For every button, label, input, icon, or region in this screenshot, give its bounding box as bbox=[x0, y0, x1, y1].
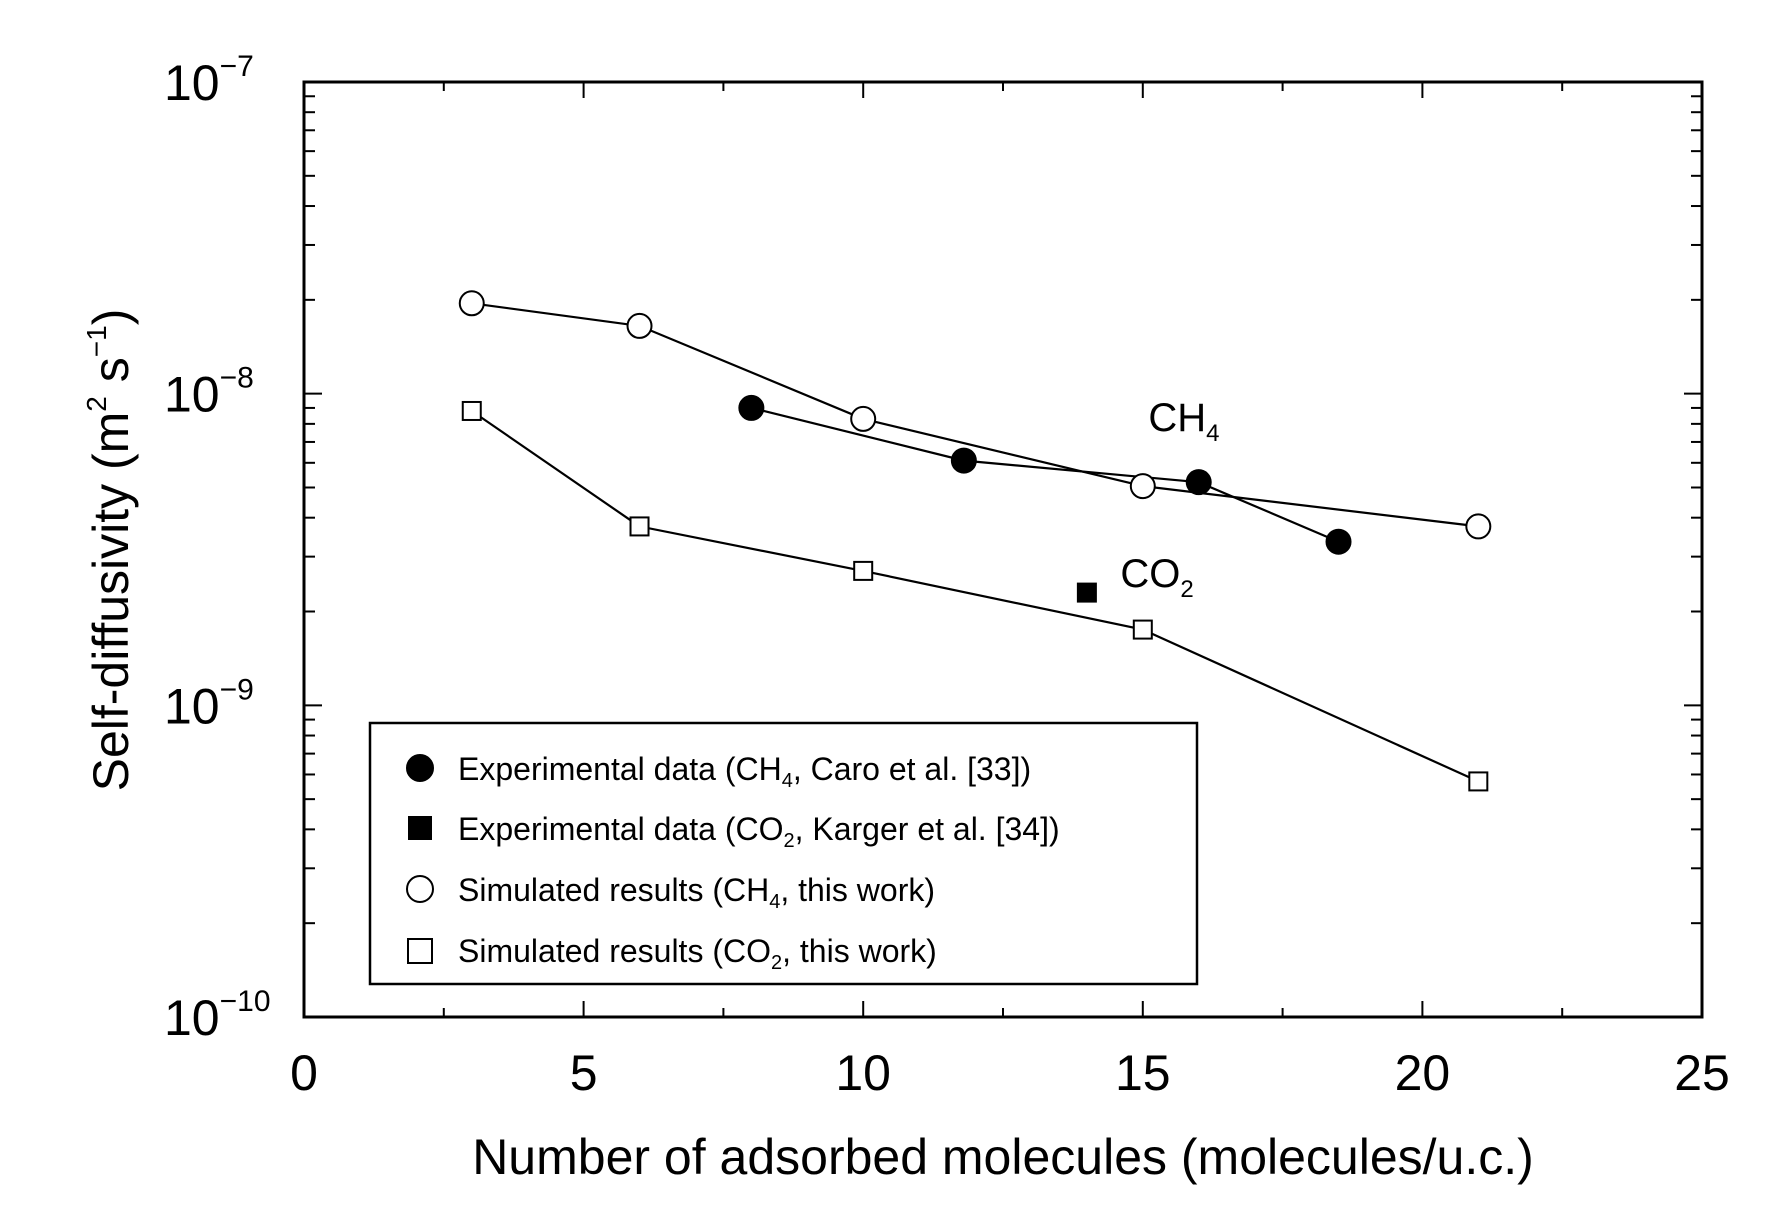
legend-marker-open-square bbox=[407, 938, 433, 964]
x-tick-label: 10 bbox=[835, 1045, 891, 1101]
x-tick-label: 15 bbox=[1115, 1045, 1171, 1101]
x-axis-title: Number of adsorbed molecules (molecules/… bbox=[472, 1129, 1534, 1185]
legend-label-experimental-ch4: Experimental data (CH4, Caro et al. [33]… bbox=[458, 751, 1031, 792]
series-markers bbox=[458, 290, 1492, 792]
y-tick-base: 10 bbox=[164, 990, 220, 1046]
point-experimental-co2 bbox=[1076, 582, 1097, 603]
legend-label-simulated-ch4: Simulated results (CH4, this work) bbox=[458, 872, 935, 913]
legend-label-experimental-co2: Experimental data (CO2, Karger et al. [3… bbox=[458, 811, 1060, 852]
y-tick-exponent: −7 bbox=[220, 50, 254, 83]
y-tick-base: 10 bbox=[164, 367, 220, 423]
annotation-ch4-text: CH4 bbox=[1148, 396, 1219, 447]
annotation-ch4: CH4 bbox=[1148, 396, 1219, 447]
y-tick-exponent: −8 bbox=[220, 362, 254, 395]
point-simulated-co2 bbox=[853, 560, 874, 581]
legend-box bbox=[368, 721, 1199, 986]
y-axis-title: Self-diffusivity (m2 s−1) bbox=[81, 309, 139, 792]
y-tick-exponent: −9 bbox=[220, 673, 254, 706]
legend-label-simulated-co2: Simulated results (CO2, this work) bbox=[458, 933, 937, 974]
y-tick-label: 10−8 bbox=[164, 362, 254, 423]
point-experimental-ch4 bbox=[738, 394, 765, 421]
y-tick-base: 10 bbox=[164, 55, 220, 111]
x-tick-label: 25 bbox=[1674, 1045, 1730, 1101]
annotation-co2-text: CO2 bbox=[1120, 552, 1193, 603]
annotation-co2: CO2 bbox=[1120, 552, 1193, 603]
y-axis-title-text: Self-diffusivity (m2 s−1) bbox=[81, 309, 139, 792]
x-tick-label: 5 bbox=[570, 1045, 598, 1101]
y-tick-label: 10−7 bbox=[164, 50, 254, 111]
legend-marker-filled-circle bbox=[406, 754, 434, 782]
point-simulated-co2 bbox=[1468, 771, 1489, 792]
point-simulated-co2 bbox=[629, 516, 650, 537]
point-simulated-co2 bbox=[1132, 619, 1153, 640]
y-tick-base: 10 bbox=[164, 678, 220, 734]
legend: Experimental data (CH4, Caro et al. [33]… bbox=[368, 721, 1199, 986]
y-tick-exponent: −10 bbox=[220, 985, 271, 1018]
legend-marker-open-circle bbox=[406, 875, 434, 903]
point-experimental-ch4 bbox=[1325, 528, 1352, 555]
x-tick-label: 20 bbox=[1395, 1045, 1451, 1101]
point-simulated-ch4 bbox=[850, 405, 877, 432]
y-tick-label: 10−10 bbox=[164, 985, 271, 1046]
x-tick-label: 0 bbox=[290, 1045, 318, 1101]
point-simulated-co2 bbox=[461, 400, 482, 421]
plot-frame bbox=[302, 80, 1704, 1019]
point-experimental-ch4 bbox=[950, 447, 977, 474]
legend-marker-filled-square bbox=[408, 816, 432, 840]
point-simulated-ch4 bbox=[458, 290, 485, 317]
y-tick-label: 10−9 bbox=[164, 673, 254, 734]
point-simulated-ch4 bbox=[1465, 513, 1492, 540]
point-simulated-ch4 bbox=[626, 312, 653, 339]
point-simulated-ch4 bbox=[1129, 473, 1156, 500]
x-tick-labels: 0 5 10 15 20 25 bbox=[290, 1045, 1730, 1101]
point-experimental-ch4 bbox=[1185, 469, 1212, 496]
